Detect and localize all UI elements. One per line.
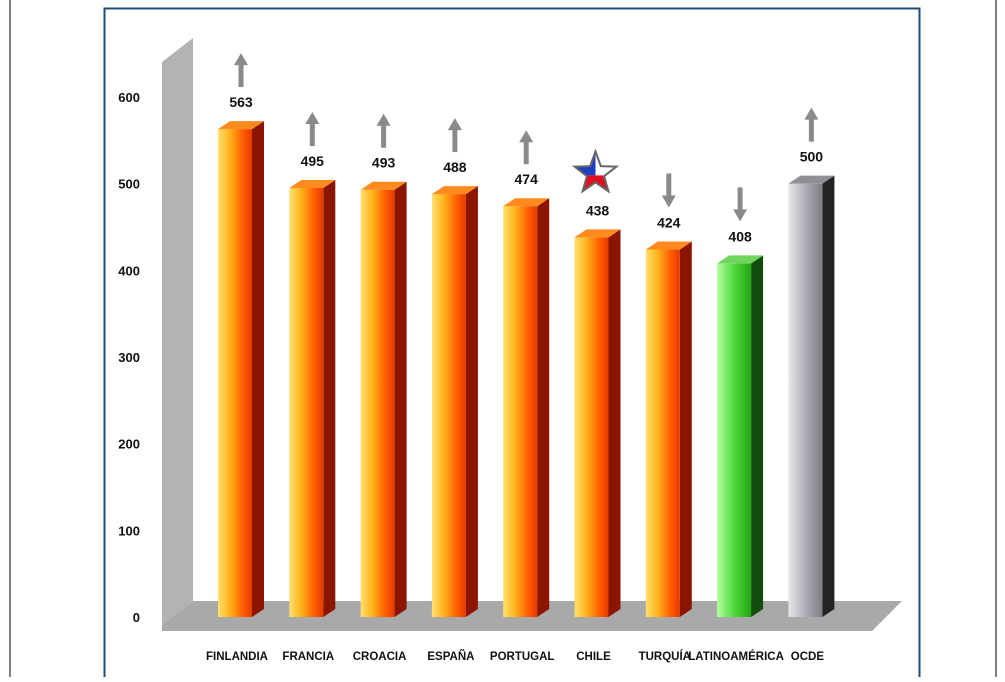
bars [218, 121, 835, 618]
bar-side [252, 121, 264, 618]
bar-top [431, 186, 478, 195]
bar-side [323, 180, 336, 617]
value-label: 488 [443, 159, 467, 175]
y-axis-ticks: 0 100 200 300 400 500 600 [118, 90, 140, 625]
arrow-head [804, 107, 819, 120]
x-tick-label: LATINOAMÉRICA [688, 650, 784, 663]
bar-top [360, 181, 407, 190]
x-tick-label: TURQUÍA [639, 650, 691, 663]
y-tick-label: 200 [118, 437, 140, 452]
bar-side [394, 181, 407, 617]
value-label: 424 [657, 215, 681, 231]
bar-top [289, 180, 336, 188]
arrow-up-icon [804, 107, 819, 142]
arrow-up-icon [447, 118, 462, 153]
bar-front [645, 249, 680, 618]
bar-latinoamérica [717, 255, 764, 617]
y-tick-label: 500 [118, 177, 140, 192]
y-tick-label: 600 [118, 90, 140, 105]
arrow-up-icon [305, 112, 320, 146]
bar-top [574, 229, 621, 238]
value-label: 438 [586, 202, 610, 218]
x-tick-label: FINLANDIA [206, 651, 268, 663]
arrow-shaft [238, 64, 244, 88]
bar-side [537, 198, 550, 617]
x-tick-label: CHILE [576, 651, 611, 663]
bar-top [645, 241, 692, 250]
bar-front [360, 189, 395, 617]
bar-side [608, 229, 621, 617]
bar-front [503, 206, 538, 617]
bar-finlandia [218, 121, 264, 618]
value-label: 495 [301, 153, 325, 169]
value-label: 493 [372, 155, 396, 171]
arrow-head [234, 53, 248, 66]
bar-top [503, 198, 550, 207]
bar-front [717, 263, 752, 617]
bar-portugal [503, 198, 550, 617]
bar-side [751, 255, 764, 617]
y-tick-label: 300 [118, 350, 140, 365]
arrow-up-icon [519, 130, 534, 165]
value-label: 500 [800, 149, 824, 165]
bar-front [218, 129, 252, 618]
back-wall [162, 38, 193, 625]
bar-side [822, 175, 835, 617]
value-label: 408 [728, 228, 752, 244]
y-tick-label: 400 [118, 263, 140, 278]
arrow-head [305, 112, 320, 124]
arrow-down-icon [661, 173, 676, 208]
bar-top [218, 121, 264, 130]
arrow-shaft [309, 123, 315, 146]
bar-side [679, 241, 692, 618]
value-label: 474 [515, 171, 539, 187]
bar-top [788, 175, 835, 184]
x-tick-label: PORTUGAL [490, 651, 555, 663]
y-tick-label: 100 [118, 523, 140, 538]
value-label: 563 [229, 94, 253, 110]
arrow-head [447, 118, 462, 131]
bar-top [717, 255, 764, 264]
bar-front [289, 188, 324, 617]
bar-francia [289, 180, 336, 617]
arrow-up-icon [234, 53, 248, 88]
arrow-head [733, 209, 748, 222]
bar-front [431, 194, 466, 618]
arrow-shaft [381, 124, 387, 148]
arrow-shaft [452, 129, 458, 153]
arrow-head [661, 195, 676, 208]
bar-turquía [645, 241, 692, 618]
bar-españa [431, 186, 478, 618]
x-tick-label: CROACIA [353, 651, 407, 663]
bar-croacia [360, 181, 407, 617]
x-tick-label: FRANCIA [282, 651, 334, 663]
arrow-shaft [808, 118, 814, 142]
star-outline [571, 148, 620, 194]
value-labels: 563 495 493 488 474 438 424 408 500 [229, 94, 823, 244]
arrow-down-icon [733, 187, 748, 222]
arrow-shaft [737, 187, 743, 211]
arrow-up-icon [376, 113, 391, 148]
bar-ocde [788, 175, 835, 617]
x-tick-label: OCDE [791, 651, 825, 663]
arrow-head [519, 130, 534, 143]
x-axis-labels: FINLANDIA FRANCIA CROACIA ESPAÑA PORTUGAL CHI… [206, 650, 824, 663]
bar-front [574, 237, 609, 617]
arrow-head [376, 113, 391, 126]
x-tick-label: ESPAÑA [427, 650, 474, 663]
arrow-shaft [523, 141, 529, 165]
bar-front [788, 183, 823, 617]
bar-side [465, 186, 478, 618]
y-tick-label: 0 [133, 610, 140, 625]
arrow-shaft [666, 173, 672, 197]
bar-chile [574, 229, 621, 617]
